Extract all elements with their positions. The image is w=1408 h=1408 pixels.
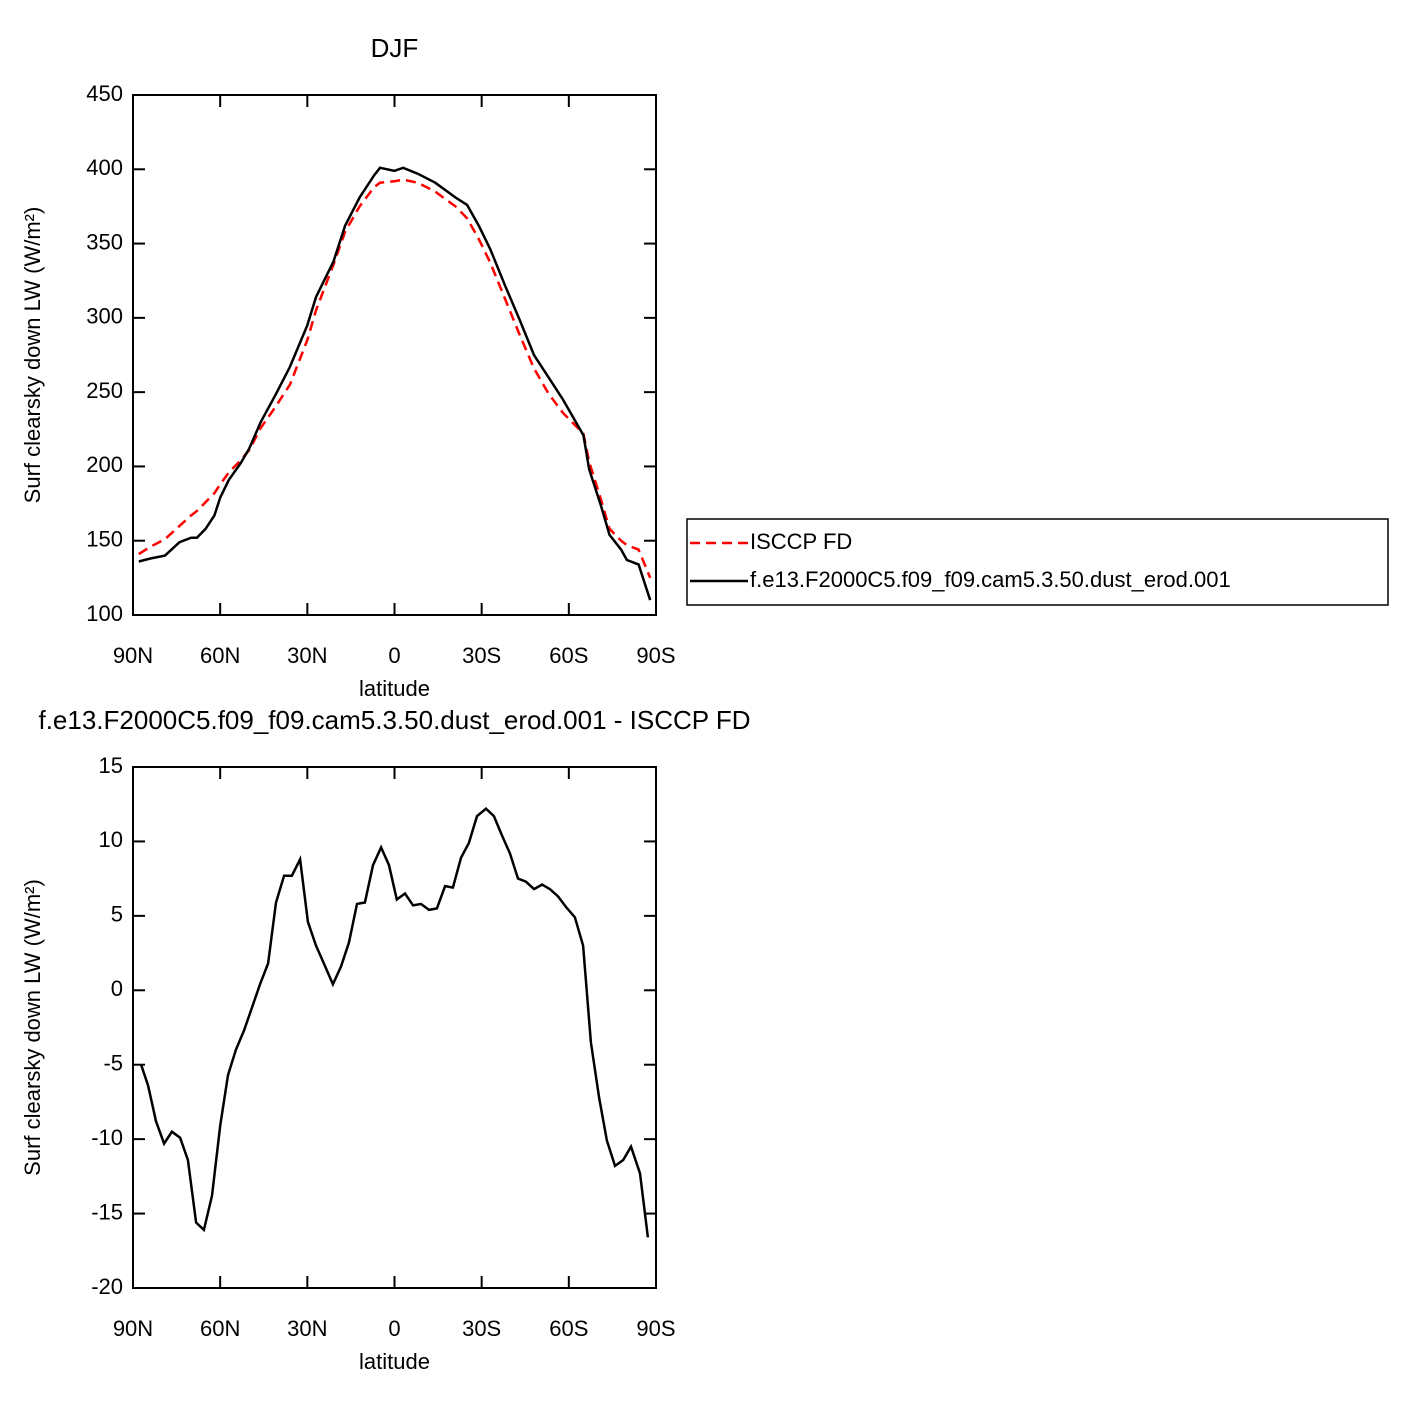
x-tick-label: 30N — [287, 643, 327, 668]
legend-label: ISCCP FD — [750, 529, 852, 554]
y-tick-label: 450 — [86, 81, 123, 106]
y-tick-label: 250 — [86, 378, 123, 403]
y-tick-label: 200 — [86, 452, 123, 477]
x-tick-label: 60N — [200, 643, 240, 668]
y-tick-label: -5 — [103, 1051, 123, 1076]
legend-label: f.e13.F2000C5.f09_f09.cam5.3.50.dust_ero… — [750, 567, 1231, 592]
y-tick-label: 10 — [99, 827, 123, 852]
x-tick-label: 60S — [549, 643, 588, 668]
x-axis-label: latitude — [359, 1349, 430, 1374]
x-tick-label: 90N — [113, 643, 153, 668]
chart-title: DJF — [371, 33, 419, 63]
x-tick-label: 60N — [200, 1316, 240, 1341]
x-tick-label: 30N — [287, 1316, 327, 1341]
x-tick-label: 0 — [388, 643, 400, 668]
legend-box — [686, 518, 1389, 606]
y-tick-label: -10 — [91, 1125, 123, 1150]
x-tick-label: 90N — [113, 1316, 153, 1341]
x-tick-label: 30S — [462, 1316, 501, 1341]
y-tick-label: -15 — [91, 1199, 123, 1224]
data-line — [139, 807, 650, 1238]
y-tick-label: 5 — [111, 902, 123, 927]
x-tick-label: 0 — [388, 1316, 400, 1341]
chart-title: f.e13.F2000C5.f09_f09.cam5.3.50.dust_ero… — [38, 705, 750, 735]
y-tick-label: 400 — [86, 155, 123, 180]
x-axis-label: latitude — [359, 676, 430, 701]
data-line — [138, 166, 652, 601]
y-axis-label: Surf clearsky down LW (W/m²) — [20, 207, 45, 504]
y-tick-label: 300 — [86, 304, 123, 329]
plot-frame — [132, 94, 657, 616]
y-tick-label: 350 — [86, 229, 123, 254]
y-tick-label: -20 — [91, 1274, 123, 1299]
y-tick-label: 150 — [86, 527, 123, 552]
x-tick-label: 90S — [636, 643, 675, 668]
x-tick-label: 30S — [462, 643, 501, 668]
y-tick-label: 100 — [86, 601, 123, 626]
y-axis-label: Surf clearsky down LW (W/m²) — [20, 879, 45, 1176]
data-line — [138, 178, 652, 579]
y-tick-label: 0 — [111, 976, 123, 1001]
plot-frame — [132, 766, 657, 1289]
x-tick-label: 60S — [549, 1316, 588, 1341]
x-tick-label: 90S — [636, 1316, 675, 1341]
y-tick-label: 15 — [99, 753, 123, 778]
